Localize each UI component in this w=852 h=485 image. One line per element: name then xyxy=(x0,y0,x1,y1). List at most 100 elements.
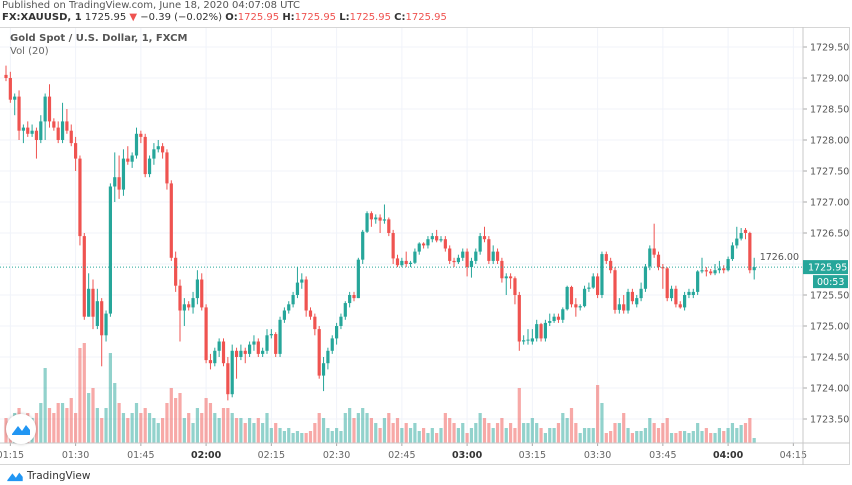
volume-legend[interactable]: Vol (20) xyxy=(10,46,49,57)
candle xyxy=(439,236,443,243)
candle-body xyxy=(509,276,513,279)
volume-bar xyxy=(43,368,47,443)
price-tick-label: 1727.00 xyxy=(810,198,849,209)
volume-bar xyxy=(282,431,286,443)
volume-bar xyxy=(474,423,478,443)
candle xyxy=(374,214,378,224)
series-legend[interactable]: Gold Spot / U.S. Dollar, 1, FXCM xyxy=(10,33,188,44)
candle-body xyxy=(413,251,417,263)
candle xyxy=(139,130,143,144)
candle-body xyxy=(709,271,713,274)
volume-bar xyxy=(491,428,495,443)
time-tick-label: 03:45 xyxy=(649,450,676,461)
volume-bar xyxy=(569,408,574,443)
volume-bar xyxy=(348,408,352,443)
countdown-label-bg xyxy=(813,275,848,289)
candle xyxy=(643,264,648,292)
candle xyxy=(108,183,112,317)
candle-body xyxy=(234,350,239,357)
volume-bar xyxy=(195,408,199,443)
volume-bar xyxy=(652,423,656,443)
candle xyxy=(665,267,669,302)
volume-bar xyxy=(430,428,434,443)
volume-bar xyxy=(261,423,265,443)
volume-bar xyxy=(39,403,43,443)
time-tick-label: 02:15 xyxy=(258,450,285,461)
candle xyxy=(343,301,347,320)
volume-bar xyxy=(387,413,391,443)
volume-bar xyxy=(504,428,508,443)
candle-body xyxy=(491,251,495,261)
symbol-info-bar: FX:XAUUSD, 1 1725.95 ▼ −0.39 (−0.02%) O:… xyxy=(2,12,447,23)
volume-bar xyxy=(304,433,308,443)
candle-body xyxy=(317,329,321,376)
candle xyxy=(4,65,8,82)
volume-bar xyxy=(369,418,373,443)
candle-body xyxy=(548,321,552,323)
candle-body xyxy=(408,262,413,264)
candle-body xyxy=(278,319,282,354)
candle xyxy=(230,344,234,398)
candle-body xyxy=(730,245,735,260)
volume-bar xyxy=(126,418,130,443)
time-tick-label: 01:15 xyxy=(0,450,24,461)
volume-bar xyxy=(82,343,86,443)
candle-body xyxy=(335,326,339,339)
candle xyxy=(600,251,604,299)
volume-bar xyxy=(308,431,313,443)
volume-bar xyxy=(208,403,213,443)
candle-body xyxy=(208,360,213,364)
candle-body xyxy=(626,291,630,311)
candle-body xyxy=(678,304,682,308)
volume-bar xyxy=(635,431,639,443)
candle-body xyxy=(282,310,286,320)
volume-bar xyxy=(274,423,278,443)
time-tick-label: 03:00 xyxy=(452,450,483,461)
candle xyxy=(126,146,130,165)
candle-body xyxy=(356,259,360,299)
volume-bar xyxy=(269,428,273,443)
candle xyxy=(152,143,156,165)
candle xyxy=(530,329,534,345)
volume-bar xyxy=(343,413,347,443)
price-tick-label: 1729.00 xyxy=(810,74,849,85)
candle-body xyxy=(478,236,482,252)
volume-bar xyxy=(452,423,456,443)
candle xyxy=(217,338,221,357)
candle-body xyxy=(82,236,86,317)
candle-body xyxy=(134,133,139,156)
volume-bar xyxy=(609,431,613,443)
volume-bar xyxy=(95,408,99,443)
candle xyxy=(317,326,321,379)
candle xyxy=(178,279,182,342)
volume-bar xyxy=(339,431,343,443)
last-price-label: 1725.95 xyxy=(808,263,847,274)
candle xyxy=(147,155,152,178)
candle-body xyxy=(243,350,247,354)
volume-bar xyxy=(448,418,452,443)
volume-bar xyxy=(217,418,221,443)
candle-body xyxy=(326,350,330,364)
high-value: 1725.95 xyxy=(294,12,337,23)
candle-body xyxy=(308,310,313,317)
candle-body xyxy=(474,251,478,261)
candle xyxy=(113,152,117,202)
tradingview-brand: TradingView xyxy=(27,470,91,482)
candle xyxy=(134,127,139,159)
volume-bar xyxy=(696,423,700,443)
candle xyxy=(430,233,434,243)
candle-body xyxy=(34,130,39,140)
candle-body xyxy=(295,282,300,295)
candle xyxy=(313,313,317,336)
candle-body xyxy=(304,279,308,311)
candle-body xyxy=(683,295,687,308)
volume-bar xyxy=(596,385,600,443)
published-info: Published on TradingView.com, June 18, 2… xyxy=(2,0,300,11)
candle xyxy=(60,102,65,144)
price-tick-label: 1726.50 xyxy=(810,229,849,240)
candle-body xyxy=(65,121,69,131)
candle-body xyxy=(643,266,648,289)
tradingview-logo[interactable]: TradingView xyxy=(6,470,90,482)
candle xyxy=(252,335,256,351)
